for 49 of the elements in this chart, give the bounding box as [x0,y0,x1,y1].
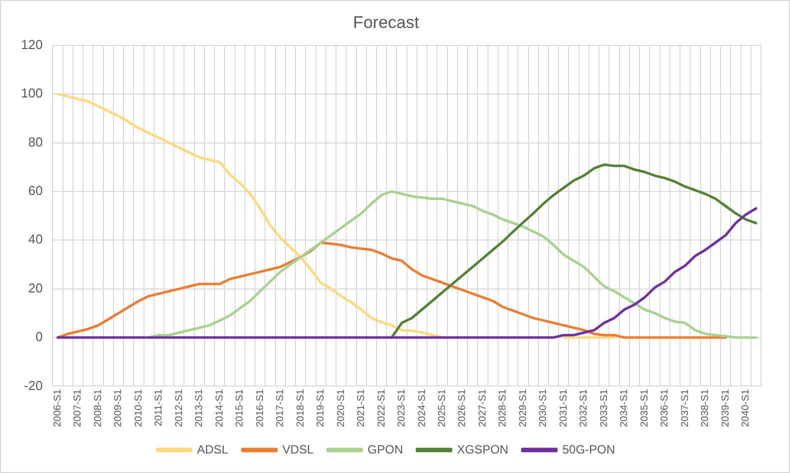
x-tick-label: 2037-S1 [680,388,691,428]
x-tick-label: 2011-S1 [154,388,165,426]
x-tick-label: 2029-S1 [518,388,529,428]
x-tick-label: 2027-S1 [477,388,488,428]
x-tick-label: 2028-S1 [498,388,509,428]
x-tick-label: 2039-S1 [720,388,732,428]
y-tick-label: 80 [28,134,43,150]
x-tick-label: 2007-S1 [72,388,84,428]
x-tick-label: 2023-S1 [396,388,408,428]
x-tick-label: 2012-S1 [174,388,185,428]
y-tick-label: 40 [28,232,43,247]
y-tick-label: 100 [20,86,43,101]
x-tick-label: 2032-S1 [578,388,590,428]
x-tick-label: 2024-S1 [416,388,428,428]
x-tick-label: 2031-S1 [558,388,570,428]
x-tick-label: 2017-S1 [275,388,286,428]
x-tick-label: 2038-S1 [700,388,712,428]
x-tick-label: 2021-S1 [356,388,368,428]
legend-label: XGSPON [457,442,508,456]
x-tick-label: 2035-S1 [639,388,650,428]
x-tick-label: 2034-S1 [619,388,630,428]
legend-label: ADSL [196,442,229,456]
legend-label: VDSL [282,442,314,456]
y-tick-label: -20 [24,378,43,393]
legend-label: 50G-PON [562,442,616,456]
y-tick-label: 20 [28,280,43,296]
x-tick-label: 2015-S1 [234,388,246,428]
x-tick-label: 2014-S1 [214,388,226,428]
x-tick-label: 2022-S1 [376,388,388,428]
x-tick-label: 2016-S1 [254,388,266,428]
x-tick-label: 2040-S1 [740,388,752,428]
x-tick-label: 2008-S1 [92,388,104,428]
y-tick-label: 120 [20,36,43,52]
chart-title: Forecast [352,12,420,32]
x-tick-label: 2013-S1 [194,388,206,428]
legend-label: GPON [368,442,404,456]
x-tick-label: 2020-S1 [336,388,347,428]
x-tick-label: 2033-S1 [598,388,610,428]
x-tick-label: 2030-S1 [538,388,550,428]
x-tick-label: 2019-S1 [316,388,327,428]
x-tick-label: 2036-S1 [660,388,671,428]
x-tick-label: 2010-S1 [133,388,144,428]
x-tick-label: 2006-S1 [52,388,64,428]
x-tick-label: 2025-S1 [437,388,448,428]
y-tick-label: 60 [28,183,43,198]
x-tick-label: 2018-S1 [295,388,306,428]
y-tick-label: 0 [35,329,43,344]
x-tick-label: 2026-S1 [457,388,468,428]
x-tick-label: 2009-S1 [113,388,124,428]
